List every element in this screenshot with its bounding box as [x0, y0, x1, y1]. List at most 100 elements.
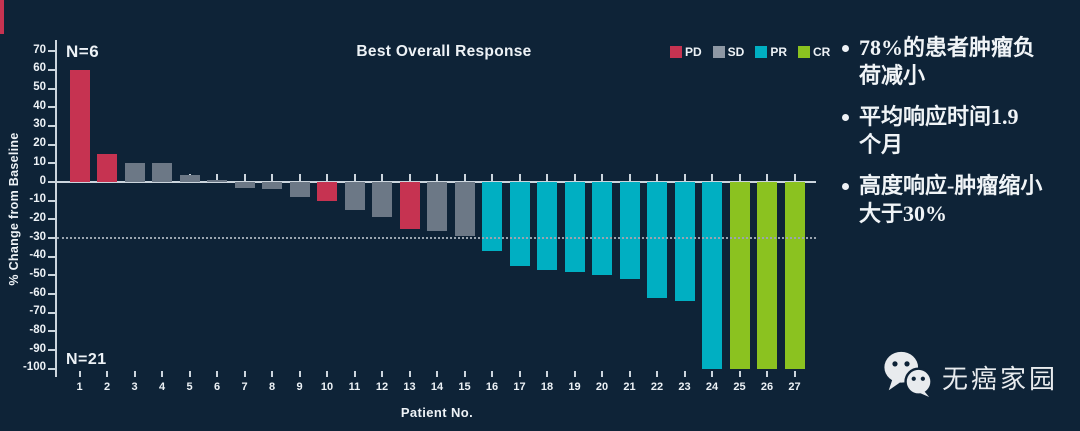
- x-tick: [463, 371, 466, 377]
- baseline-tick: [766, 174, 768, 182]
- y-tick: [48, 367, 55, 370]
- waterfall-bar-patient-25: [729, 182, 750, 369]
- x-tick-label: 20: [595, 381, 609, 393]
- waterfall-bar-patient-22: [647, 182, 667, 298]
- x-tick-label: 3: [131, 381, 138, 393]
- y-tick: [48, 68, 55, 71]
- x-tick: [711, 371, 713, 377]
- legend: PD SD PR CR: [670, 45, 830, 59]
- waterfall-bar-patient-16: [482, 182, 502, 252]
- y-tick-label: 50: [33, 81, 46, 94]
- bullet-item: 高度响应-肿瘤缩小 大于30%: [842, 172, 1080, 228]
- y-tick-label: 20: [33, 137, 46, 150]
- x-tick: [188, 371, 191, 377]
- baseline-tick: [683, 174, 686, 182]
- x-tick: [381, 371, 383, 377]
- y-tick-label: -50: [29, 267, 46, 280]
- x-tick: [408, 371, 411, 377]
- bullet-dot-icon: [842, 113, 849, 121]
- y-tick-label: 60: [33, 62, 46, 75]
- y-tick-label: -100: [22, 361, 46, 374]
- y-tick: [48, 237, 55, 239]
- y-axis-line: [55, 40, 57, 377]
- bullet-text: 78%的患者肿瘤负 荷减小: [859, 35, 1036, 88]
- x-tick-label: 10: [320, 381, 334, 393]
- baseline-tick: [408, 174, 411, 182]
- baseline-tick: [381, 174, 383, 182]
- baseline-tick: [738, 174, 741, 182]
- y-tick: [48, 293, 55, 295]
- waterfall-bar-patient-27: [784, 182, 805, 369]
- baseline-tick: [711, 174, 713, 182]
- y-tick: [48, 143, 55, 146]
- x-tick: [601, 371, 603, 377]
- waterfall-bar-patient-18: [537, 182, 557, 270]
- y-tick: [48, 124, 55, 127]
- waterfall-bar-patient-20: [592, 182, 612, 276]
- baseline-tick: [216, 174, 218, 182]
- x-tick: [133, 371, 136, 377]
- group-count-below: N=21: [66, 351, 107, 368]
- baseline-tick: [573, 174, 576, 182]
- legend-swatch-pd: [670, 46, 682, 58]
- baseline-tick: [298, 174, 301, 182]
- waterfall-bar-patient-24: [702, 182, 722, 369]
- x-tick: [573, 371, 576, 377]
- y-tick-label: 10: [33, 155, 46, 168]
- legend-item-pr: PR: [755, 45, 787, 59]
- x-tick-label: 2: [103, 381, 111, 393]
- bullet-dot-icon: [842, 182, 849, 190]
- bullet-dot-icon: [842, 45, 849, 52]
- x-tick: [326, 371, 328, 377]
- y-tick-label: -60: [29, 286, 46, 299]
- x-tick: [271, 371, 273, 377]
- y-tick-label: 0: [39, 174, 46, 187]
- waterfall-bar-patient-8: [262, 182, 282, 190]
- slide-edge-accent: [0, 0, 4, 34]
- baseline-tick: [436, 174, 438, 182]
- x-tick: [436, 371, 438, 377]
- y-tick-label: -80: [29, 323, 46, 336]
- y-tick: [48, 87, 55, 90]
- y-tick: [48, 50, 55, 53]
- x-tick-label: 1: [76, 381, 83, 393]
- bullet-text: 平均响应时间1.9 个月: [859, 103, 1019, 157]
- x-tick-label: 12: [375, 381, 389, 393]
- bullet-item: 78%的患者肿瘤负 荷减小: [842, 34, 1080, 90]
- x-tick: [546, 371, 548, 377]
- legend-label: CR: [813, 45, 831, 59]
- waterfall-bar-patient-21: [619, 182, 640, 280]
- logo-text: 无癌家园: [942, 363, 1059, 394]
- waterfall-bar-patient-7: [234, 182, 255, 188]
- legend-item-pd: PD: [670, 45, 702, 59]
- y-tick-label: 40: [33, 99, 46, 112]
- waterfall-bar-patient-23: [674, 182, 695, 302]
- baseline-tick: [243, 174, 246, 182]
- x-tick-label: 6: [213, 381, 221, 393]
- y-tick: [48, 255, 55, 258]
- baseline-tick: [463, 174, 466, 182]
- waterfall-bar-patient-26: [757, 182, 777, 369]
- x-tick-label: 23: [678, 381, 691, 393]
- waterfall-bar-patient-1: [69, 69, 90, 182]
- waterfall-bar-patient-19: [564, 182, 585, 272]
- x-tick: [78, 371, 81, 377]
- x-tick: [766, 371, 768, 377]
- wechat-account-logo: 无癌家园: [882, 348, 1058, 398]
- x-tick-label: 21: [623, 381, 636, 393]
- baseline-tick: [793, 174, 796, 182]
- x-tick-label: 7: [241, 381, 248, 393]
- y-tick: [48, 311, 55, 314]
- y-tick: [48, 181, 55, 183]
- baseline-tick: [601, 174, 603, 182]
- y-tick: [48, 349, 55, 351]
- x-tick: [518, 371, 521, 377]
- x-tick: [216, 371, 218, 377]
- group-count-above: N=6: [66, 42, 100, 61]
- baseline-tick: [353, 174, 356, 182]
- wechat-icon: [884, 351, 932, 398]
- y-tick: [48, 106, 55, 109]
- bullet-text: 高度响应-肿瘤缩小 大于30%: [859, 172, 1043, 226]
- x-tick-label: 19: [568, 381, 581, 393]
- waterfall-bar-patient-9: [289, 182, 310, 197]
